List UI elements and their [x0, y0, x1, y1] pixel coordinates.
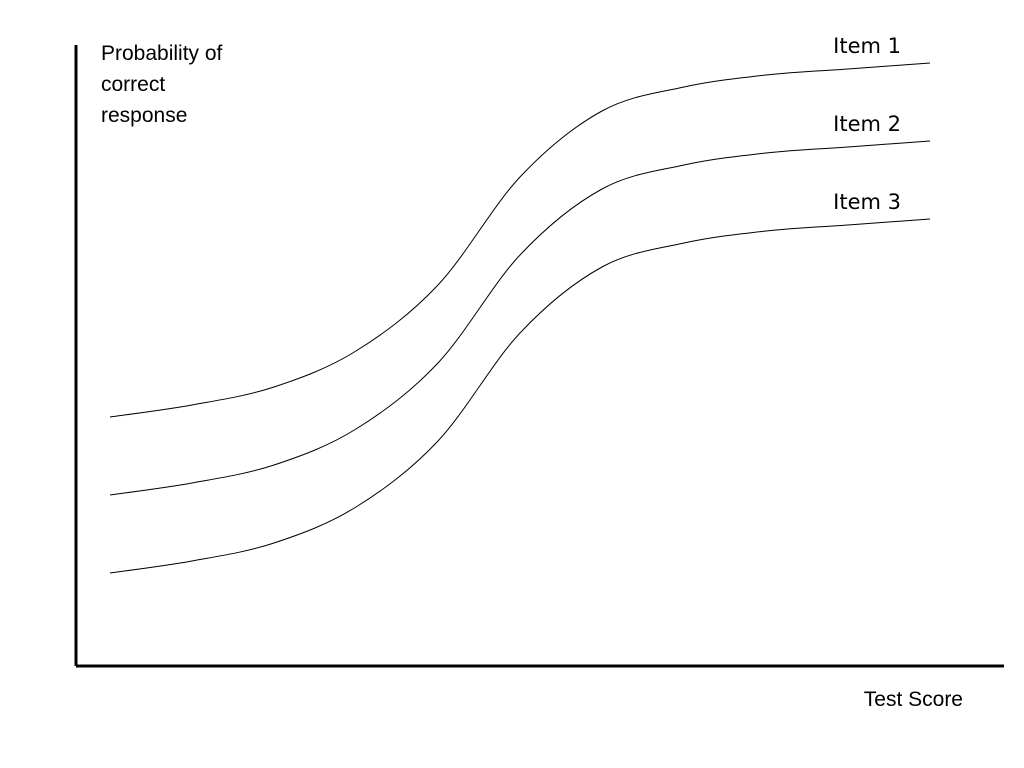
curve-item-2	[109, 140, 931, 496]
curve-item-3	[109, 218, 931, 574]
x-axis-label: Test Score	[864, 688, 963, 711]
y-axis-label-line-2: correct	[101, 73, 165, 96]
series-label-item-2: Item 2	[833, 112, 901, 136]
series-label-item-1: Item 1	[833, 34, 901, 58]
curves-group: Item 1 Item 2 Item 3	[109, 34, 931, 574]
y-axis-label-line-3: response	[101, 104, 187, 127]
y-axis-label-line-1: Probability of	[101, 42, 223, 65]
y-axis-label: Probability of correct response	[101, 42, 228, 127]
curve-item-1	[109, 62, 931, 418]
series-label-item-3: Item 3	[833, 190, 901, 214]
